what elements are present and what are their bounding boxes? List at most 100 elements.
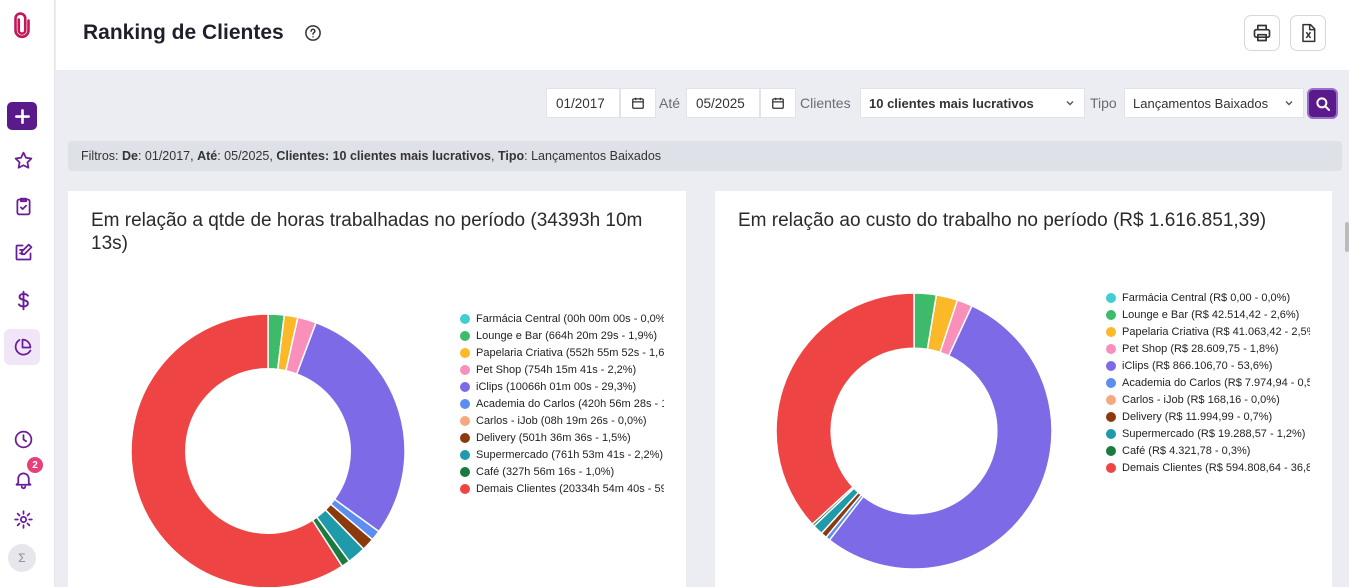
header: Ranking de Clientes bbox=[56, 0, 1349, 70]
legend-swatch bbox=[460, 398, 470, 409]
clock-icon bbox=[14, 430, 32, 448]
legend-item[interactable]: iClips (10066h 01m 00s - 29,3%) bbox=[460, 378, 664, 395]
legend-label: Lounge e Bar (R$ 42.514,42 - 2,6%) bbox=[1122, 308, 1300, 321]
legend-label: Demais Clientes (20334h 54m 40s - 59,1%) bbox=[476, 482, 664, 495]
legend-item[interactable]: Supermercado (761h 53m 41s - 2,2%) bbox=[460, 446, 664, 463]
legend-item[interactable]: Delivery (501h 36m 36s - 1,5%) bbox=[460, 429, 664, 446]
legend-item[interactable]: Supermercado (R$ 19.288,57 - 1,2%) bbox=[1106, 425, 1310, 442]
legend-item[interactable]: Carlos - iJob (R$ 168,16 - 0,0%) bbox=[1106, 391, 1310, 408]
from-date-calendar-button[interactable] bbox=[620, 88, 656, 118]
legend-label: Carlos - iJob (08h 19m 26s - 0,0%) bbox=[476, 414, 647, 427]
legend-swatch bbox=[460, 466, 470, 477]
summary-sep: , bbox=[491, 149, 495, 163]
donut-slice-iclips[interactable] bbox=[295, 321, 406, 533]
legend-item[interactable]: Farmácia Central (00h 00m 00s - 0,0%) bbox=[460, 310, 664, 327]
legend-swatch bbox=[1106, 428, 1116, 439]
add-button[interactable] bbox=[7, 102, 37, 130]
summary-ate-value: : 05/2025, bbox=[217, 149, 273, 163]
legend-label: Papelaria Criativa (R$ 41.063,42 - 2,5%) bbox=[1122, 325, 1310, 338]
clientes-select[interactable]: 10 clientes mais lucrativos bbox=[860, 88, 1085, 118]
print-button[interactable] bbox=[1244, 15, 1280, 51]
legend-swatch bbox=[1106, 377, 1116, 388]
legend-item[interactable]: Farmácia Central (R$ 0,00 - 0,0%) bbox=[1106, 289, 1310, 306]
legend-item[interactable]: Pet Shop (754h 15m 41s - 2,2%) bbox=[460, 361, 664, 378]
legend-label: Café (327h 56m 16s - 1,0%) bbox=[476, 465, 615, 478]
search-button[interactable] bbox=[1307, 88, 1338, 119]
favorites-button[interactable] bbox=[7, 144, 39, 176]
legend-swatch bbox=[460, 415, 470, 426]
legend-label: Pet Shop (754h 15m 41s - 2,2%) bbox=[476, 363, 637, 376]
to-date-input[interactable]: 05/2025 bbox=[686, 88, 760, 118]
legend-item[interactable]: Lounge e Bar (664h 20m 29s - 1,9%) bbox=[460, 327, 664, 344]
legend-swatch bbox=[1106, 445, 1116, 456]
legend-swatch bbox=[460, 364, 470, 375]
donut-slice-demais-clientes[interactable] bbox=[130, 313, 344, 587]
legend-swatch bbox=[460, 313, 470, 324]
legend-label: Academia do Carlos (420h 56m 28s - 1,2%) bbox=[476, 397, 664, 410]
legend-label: Lounge e Bar (664h 20m 29s - 1,9%) bbox=[476, 329, 658, 342]
legend-swatch bbox=[1106, 326, 1116, 337]
scrollbar-thumb[interactable] bbox=[1345, 222, 1349, 252]
legend-item[interactable]: Café (R$ 4.321,78 - 0,3%) bbox=[1106, 442, 1310, 459]
tasks-button[interactable] bbox=[7, 190, 39, 222]
search-icon bbox=[1315, 96, 1330, 111]
finance-button[interactable] bbox=[7, 284, 39, 316]
history-button[interactable] bbox=[7, 423, 39, 455]
bell-icon bbox=[15, 472, 31, 489]
from-date-input[interactable]: 01/2017 bbox=[546, 88, 620, 118]
legend-swatch bbox=[1106, 462, 1116, 473]
ate-label: Até bbox=[659, 95, 681, 111]
printer-icon bbox=[1253, 24, 1271, 42]
legend-item[interactable]: Academia do Carlos (420h 56m 28s - 1,2%) bbox=[460, 395, 664, 412]
legend-item[interactable]: iClips (R$ 866.106,70 - 53,6%) bbox=[1106, 357, 1310, 374]
summary-tipo-value: : Lançamentos Baixados bbox=[524, 149, 662, 163]
logo-paperclip-icon[interactable] bbox=[6, 10, 38, 42]
cost-chart-legend: Farmácia Central (R$ 0,00 - 0,0%) Lounge … bbox=[1106, 289, 1310, 476]
cost-chart-title: Em relação ao custo do trabalho no perío… bbox=[738, 210, 1267, 231]
hours-donut-chart bbox=[130, 313, 406, 587]
legend-item[interactable]: Papelaria Criativa (552h 55m 52s - 1,6%) bbox=[460, 344, 664, 361]
hours-chart-card: Em relação a qtde de horas trabalhadas n… bbox=[68, 191, 686, 587]
edit-icon bbox=[15, 243, 32, 260]
legend-item[interactable]: Academia do Carlos (R$ 7.974,94 - 0,5%) bbox=[1106, 374, 1310, 391]
summary-clientes-value: : 10 clientes mais lucrativos bbox=[324, 149, 492, 163]
notes-button[interactable] bbox=[7, 236, 39, 268]
legend-label: Supermercado (R$ 19.288,57 - 1,2%) bbox=[1122, 427, 1306, 440]
legend-swatch bbox=[1106, 343, 1116, 354]
donut-slice-demais-clientes[interactable] bbox=[775, 292, 915, 526]
legend-label: Papelaria Criativa (552h 55m 52s - 1,6%) bbox=[476, 346, 664, 359]
summary-clientes-label: Clientes bbox=[276, 149, 325, 163]
legend-swatch bbox=[1106, 394, 1116, 405]
legend-swatch bbox=[460, 381, 470, 392]
legend-swatch bbox=[1106, 360, 1116, 371]
summary-prefix: Filtros: bbox=[81, 149, 119, 163]
legend-item[interactable]: Demais Clientes (20334h 54m 40s - 59,1%) bbox=[460, 480, 664, 497]
summary-tipo-label: Tipo bbox=[497, 149, 525, 163]
legend-item[interactable]: Pet Shop (R$ 28.609,75 - 1,8%) bbox=[1106, 340, 1310, 357]
cost-donut-chart bbox=[775, 292, 1053, 570]
legend-swatch bbox=[460, 330, 470, 341]
legend-label: Café (R$ 4.321,78 - 0,3%) bbox=[1122, 444, 1251, 457]
legend-item[interactable]: Delivery (R$ 11.994,99 - 0,7%) bbox=[1106, 408, 1310, 425]
legend-item[interactable]: Papelaria Criativa (R$ 41.063,42 - 2,5%) bbox=[1106, 323, 1310, 340]
legend-swatch bbox=[1106, 292, 1116, 303]
export-excel-button[interactable] bbox=[1290, 15, 1326, 51]
legend-swatch bbox=[460, 449, 470, 460]
legend-item[interactable]: Demais Clientes (R$ 594.808,64 - 36,8%) bbox=[1106, 459, 1310, 476]
help-icon[interactable] bbox=[304, 24, 322, 42]
reports-button[interactable] bbox=[4, 329, 40, 365]
donut-slice-iclips[interactable] bbox=[828, 304, 1053, 570]
legend-label: Farmácia Central (00h 00m 00s - 0,0%) bbox=[476, 312, 664, 325]
settings-button[interactable] bbox=[7, 503, 39, 535]
tipo-select[interactable]: Lançamentos Baixados bbox=[1124, 88, 1304, 118]
legend-item[interactable]: Carlos - iJob (08h 19m 26s - 0,0%) bbox=[460, 412, 664, 429]
legend-label: Academia do Carlos (R$ 7.974,94 - 0,5%) bbox=[1122, 376, 1310, 389]
notifications-button[interactable]: 2 bbox=[7, 457, 43, 495]
sidebar: 2 Σ bbox=[0, 0, 55, 587]
legend-item[interactable]: Café (327h 56m 16s - 1,0%) bbox=[460, 463, 664, 480]
legend-label: iClips (10066h 01m 00s - 29,3%) bbox=[476, 380, 637, 393]
legend-item[interactable]: Lounge e Bar (R$ 42.514,42 - 2,6%) bbox=[1106, 306, 1310, 323]
avatar[interactable]: Σ bbox=[8, 544, 36, 572]
chevron-down-icon bbox=[1285, 101, 1293, 106]
to-date-calendar-button[interactable] bbox=[760, 88, 796, 118]
